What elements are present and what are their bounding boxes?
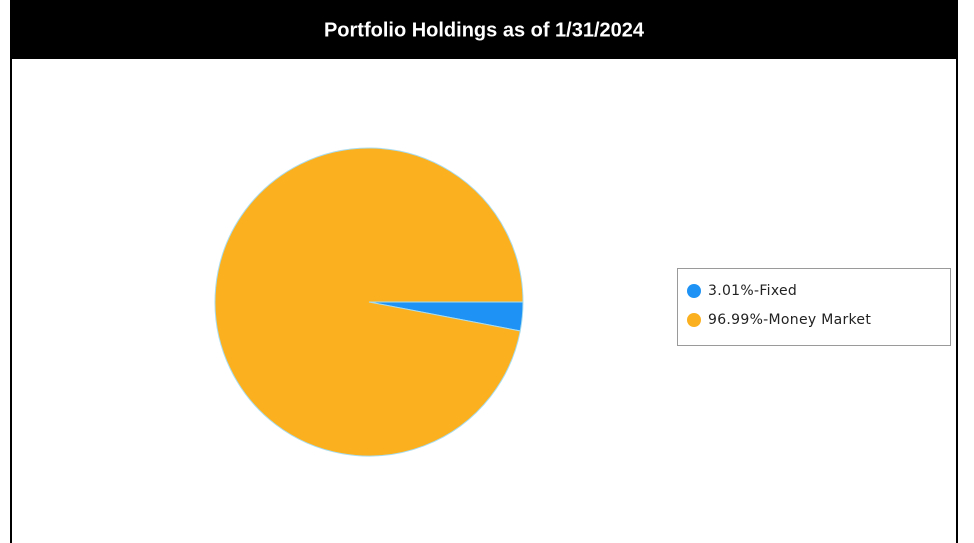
legend-swatch bbox=[687, 313, 701, 327]
legend-label: 3.01%-Fixed bbox=[708, 283, 797, 299]
legend-box bbox=[677, 268, 951, 346]
legend-label: 96.99%-Money Market bbox=[708, 312, 871, 328]
chart-title: Portfolio Holdings as of 1/31/2024 bbox=[324, 19, 645, 41]
pie-slice bbox=[214, 147, 524, 457]
header-bar bbox=[10, 0, 958, 58]
legend-swatch bbox=[687, 284, 701, 298]
